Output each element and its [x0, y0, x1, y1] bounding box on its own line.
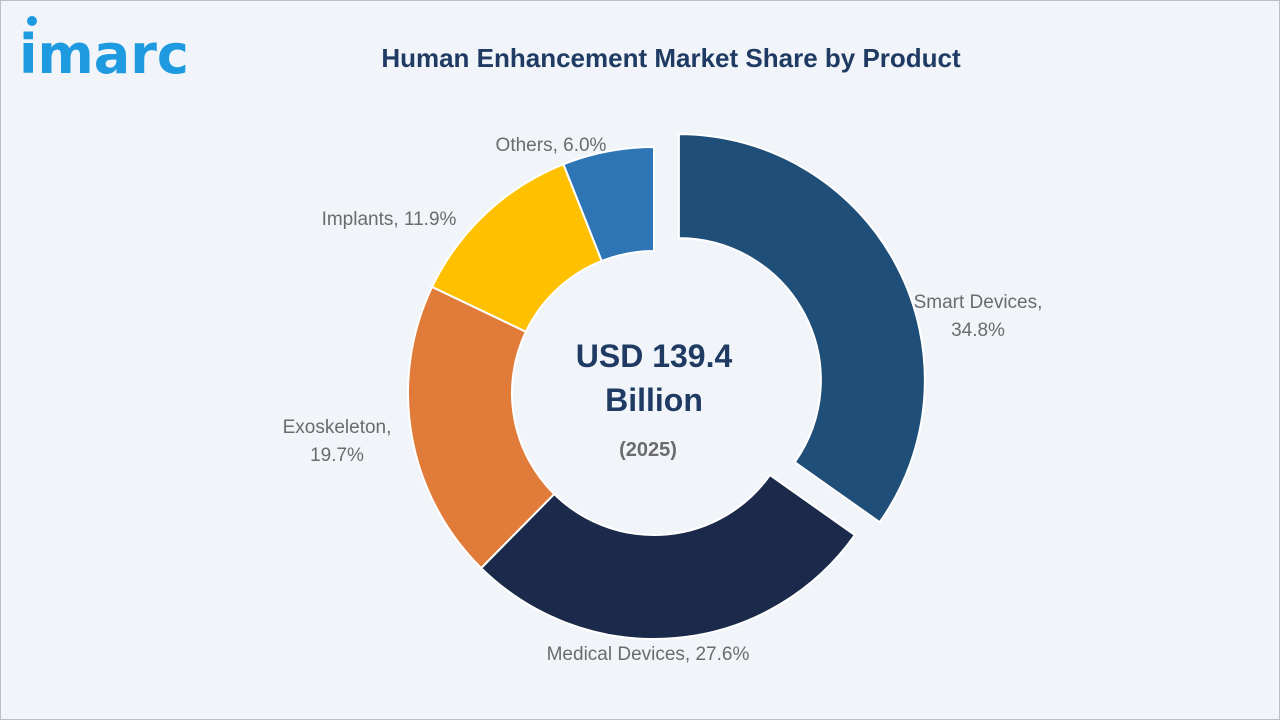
label-medical-devices: Medical Devices, 27.6% [547, 644, 750, 665]
center-unit: Billion [605, 382, 703, 418]
slice-labels: Smart Devices, 34.8% Medical Devices, 27.6… [283, 135, 1043, 665]
label-implants: Implants, 11.9% [322, 209, 457, 230]
donut-slices [407, 133, 926, 640]
label-exoskeleton: Exoskeleton, 19.7% [283, 417, 392, 466]
center-value: USD 139.4 [576, 338, 733, 374]
imarc-logo: imarc [19, 15, 209, 86]
logo-text: imarc [19, 23, 189, 85]
label-smart-devices: Smart Devices, 34.8% [914, 292, 1043, 341]
slice-medical-devices [479, 473, 857, 640]
label-others: Others, 6.0% [496, 135, 607, 156]
slice-exoskeleton [407, 285, 556, 570]
slice-smart-devices [677, 133, 926, 524]
slice-others [562, 145, 655, 263]
chart-title: Human Enhancement Market Share by Produc… [381, 43, 961, 73]
logo-dot-icon [27, 16, 37, 26]
center-year: (2025) [619, 439, 677, 461]
